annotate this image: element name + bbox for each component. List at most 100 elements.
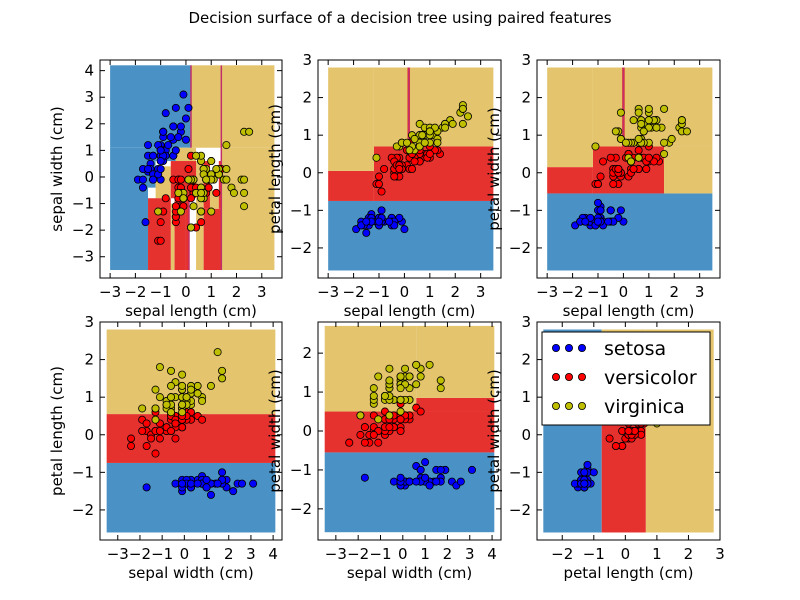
decision-region-versicolor: [148, 198, 171, 271]
y-tick-label: −2: [72, 221, 94, 239]
x-tick-label: 3: [465, 545, 475, 563]
point-virginica: [396, 407, 405, 416]
point-setosa: [176, 122, 185, 131]
decision-region-virginica: [196, 161, 204, 271]
point-virginica: [212, 164, 221, 173]
point-setosa: [583, 460, 592, 469]
point-setosa: [181, 114, 190, 123]
x-tick-label: 0: [398, 545, 408, 563]
point-versicolor: [380, 164, 389, 173]
plot-content: [106, 329, 276, 533]
point-virginica: [616, 108, 625, 117]
point-setosa: [229, 487, 238, 496]
point-versicolor: [142, 419, 151, 428]
legend-marker: [552, 401, 561, 410]
x-tick-label: 2: [232, 283, 242, 301]
point-versicolor: [171, 434, 180, 443]
point-setosa: [202, 475, 211, 484]
decision-region-virginica: [170, 203, 175, 271]
point-versicolor: [606, 153, 615, 162]
x-tick-label: −3: [536, 283, 558, 301]
decision-region-setosa: [106, 462, 276, 533]
x-tick-label: 2: [684, 545, 694, 563]
point-virginica: [458, 104, 467, 113]
point-versicolor: [425, 149, 434, 158]
point-virginica: [184, 175, 193, 184]
decision-region-versicolor: [547, 167, 593, 194]
point-setosa: [174, 133, 183, 142]
point-setosa: [589, 468, 598, 477]
point-versicolor: [629, 164, 638, 173]
point-versicolor: [374, 438, 383, 447]
x-tick-label: 1: [202, 545, 212, 563]
point-setosa: [456, 477, 465, 486]
point-virginica: [644, 116, 653, 125]
point-virginica: [634, 108, 643, 117]
point-setosa: [169, 122, 178, 131]
point-setosa: [164, 141, 173, 150]
point-virginica: [179, 194, 188, 203]
point-versicolor: [599, 157, 608, 166]
point-versicolor: [396, 415, 405, 424]
legend-marker: [578, 372, 587, 381]
point-versicolor: [605, 434, 614, 443]
point-setosa: [181, 135, 190, 144]
decision-region-setosa: [547, 193, 713, 271]
point-virginica: [151, 415, 160, 424]
point-versicolor: [197, 218, 206, 227]
decision-region-virginica: [664, 146, 713, 194]
point-virginica: [162, 400, 171, 409]
point-versicolor: [396, 426, 405, 435]
y-tick-label: −2: [509, 239, 531, 257]
point-setosa: [149, 175, 158, 184]
point-virginica: [192, 151, 201, 160]
legend-marker: [565, 372, 574, 381]
point-setosa: [432, 477, 441, 486]
point-virginica: [627, 157, 636, 166]
point-versicolor: [212, 188, 221, 197]
point-setosa: [171, 479, 180, 488]
y-tick-label: 0: [84, 426, 94, 444]
point-virginica: [410, 134, 419, 143]
y-tick-label: 0: [521, 426, 531, 444]
point-setosa: [436, 465, 445, 474]
point-versicolor: [374, 180, 383, 189]
point-setosa: [179, 90, 188, 99]
y-tick-label: 0: [84, 168, 94, 186]
y-tick-label: 2: [302, 344, 312, 362]
point-virginica: [621, 138, 630, 147]
y-tick-label: −1: [509, 201, 531, 219]
point-virginica: [197, 207, 206, 216]
x-tick-label: 1: [652, 545, 662, 563]
point-virginica: [441, 123, 450, 132]
y-tick-label: −1: [509, 463, 531, 481]
x-axis-label: sepal width (cm): [128, 564, 253, 582]
x-tick-label: 1: [420, 545, 430, 563]
point-versicolor: [155, 434, 164, 443]
point-versicolor: [147, 434, 156, 443]
point-virginica: [178, 381, 187, 390]
x-tick-label: −3: [317, 283, 339, 301]
point-virginica: [240, 202, 249, 211]
point-virginica: [197, 188, 206, 197]
plot-frame: [317, 59, 502, 279]
point-virginica: [380, 391, 389, 400]
point-setosa: [171, 103, 180, 112]
point-versicolor: [369, 430, 378, 439]
x-tick-label: 0: [180, 545, 190, 563]
x-tick-label: −1: [368, 283, 390, 301]
point-setosa: [421, 458, 430, 467]
legend-marker: [578, 343, 587, 352]
y-axis-label: petal width (cm): [485, 369, 503, 492]
x-tick-label: −2: [343, 283, 365, 301]
y-tick-label: 1: [84, 141, 94, 159]
point-setosa: [142, 483, 151, 492]
point-virginica: [178, 370, 187, 379]
point-versicolor: [161, 194, 170, 203]
point-setosa: [149, 151, 158, 160]
point-virginica: [660, 104, 669, 113]
